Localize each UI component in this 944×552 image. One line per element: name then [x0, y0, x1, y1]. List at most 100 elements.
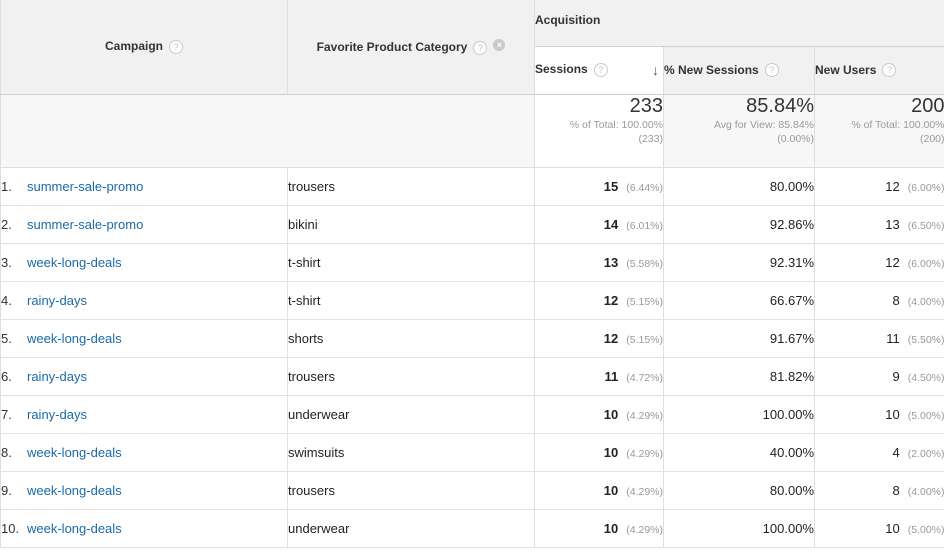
table-row: 4. rainy-days t-shirt 12 (5.15%) 66.67% 8 (4.00…	[0, 281, 944, 320]
table-row: 9. week-long-deals trousers 10 (4.29%) 80.00%…	[0, 471, 944, 510]
new-users-cell: 4 (2.00%)	[814, 433, 944, 472]
category-cell: underwear	[287, 509, 535, 548]
new-users-value: 10	[885, 406, 900, 422]
campaign-cell: 5. week-long-deals	[0, 319, 288, 358]
new-sessions-cell: 92.31%	[663, 243, 815, 282]
sessions-value: 12	[603, 330, 619, 346]
sessions-cell: 10 (4.29%)	[534, 433, 664, 472]
campaign-cell: 10. week-long-deals	[0, 509, 288, 548]
sessions-value: 10	[603, 406, 619, 422]
new-users-value: 13	[885, 216, 900, 232]
sessions-value: 11	[604, 368, 619, 384]
favorite-category-column-header[interactable]: Favorite Product Category? ×	[287, 0, 535, 95]
new-users-cell: 9 (4.50%)	[814, 357, 944, 396]
table-row: 6. rainy-days trousers 11 (4.72%) 81.82% 9 (4.5…	[0, 357, 944, 396]
campaign-link[interactable]: week-long-deals	[27, 330, 122, 346]
favorite-category-help-icon[interactable]: ?	[473, 40, 488, 55]
sessions-cell: 14 (6.01%)	[534, 205, 664, 244]
new-users-cell: 10 (5.00%)	[814, 509, 944, 548]
sessions-header-label: Sessions	[535, 62, 588, 76]
row-number: 8.	[1, 444, 12, 460]
campaign-link[interactable]: rainy-days	[27, 292, 87, 308]
sessions-help-icon[interactable]: ?	[593, 62, 608, 77]
campaign-cell: 3. week-long-deals	[0, 243, 288, 282]
category-cell: trousers	[287, 167, 535, 206]
campaign-column-header[interactable]: Campaign?	[0, 0, 288, 95]
row-number: 10.	[1, 520, 20, 536]
campaign-link[interactable]: summer-sale-promo	[27, 216, 144, 232]
table-row: 7. rainy-days underwear 10 (4.29%) 100.00% 10 (…	[0, 395, 944, 434]
totals-row: 233 % of Total: 100.00% (233) 85.84% Avg…	[0, 94, 944, 168]
sessions-percent: (4.29%)	[626, 447, 663, 460]
sessions-percent: (6.01%)	[626, 219, 663, 232]
campaign-link[interactable]: week-long-deals	[27, 444, 122, 460]
new-users-help-icon[interactable]: ?	[882, 63, 897, 78]
sessions-cell: 11 (4.72%)	[534, 357, 664, 396]
new-sessions-cell: 100.00%	[663, 395, 815, 434]
new-sessions-total-cell: 85.84% Avg for View: 85.84% (0.00%)	[663, 94, 815, 168]
table-row: 10. week-long-deals underwear 10 (4.29%) 100.…	[0, 509, 944, 548]
sessions-percent: (4.29%)	[626, 485, 663, 498]
new-users-cell: 8 (4.00%)	[814, 281, 944, 320]
new-sessions-help-icon[interactable]: ?	[764, 63, 779, 78]
new-users-percent: (4.00%)	[907, 295, 944, 308]
new-sessions-avg: Avg for View: 85.84%	[713, 118, 814, 131]
sessions-percent: (4.29%)	[626, 409, 663, 422]
campaign-link[interactable]: week-long-deals	[27, 254, 122, 270]
sessions-total-cell: 233 % of Total: 100.00% (233)	[534, 94, 664, 168]
new-users-percent: (5.50%)	[907, 333, 944, 346]
campaign-cell: 9. week-long-deals	[0, 471, 288, 510]
new-users-percent: (6.00%)	[907, 181, 944, 194]
new-users-cell: 8 (4.00%)	[814, 471, 944, 510]
new-users-percent: (6.00%)	[907, 257, 944, 270]
sessions-cell: 10 (4.29%)	[534, 395, 664, 434]
sessions-column-header[interactable]: Sessions? ↓	[534, 46, 664, 95]
sessions-percent: (4.72%)	[626, 371, 663, 384]
sessions-percent: (5.58%)	[626, 257, 663, 270]
new-sessions-cell: 81.82%	[663, 357, 815, 396]
sessions-value: 10	[603, 482, 619, 498]
sessions-total-value: 233	[629, 94, 663, 117]
new-users-total-cell: 200 % of Total: 100.00% (200)	[814, 94, 944, 168]
campaign-link[interactable]: week-long-deals	[27, 520, 122, 536]
category-cell: trousers	[287, 357, 535, 396]
campaign-link[interactable]: week-long-deals	[27, 482, 122, 498]
sessions-value: 12	[603, 292, 619, 308]
new-users-percent: (2.00%)	[907, 447, 944, 460]
sort-descending-icon[interactable]: ↓	[652, 62, 659, 78]
new-users-column-header[interactable]: New Users?	[814, 46, 944, 95]
campaign-cell: 8. week-long-deals	[0, 433, 288, 472]
new-users-value: 4	[892, 444, 900, 460]
campaign-link[interactable]: rainy-days	[27, 368, 87, 384]
sessions-value: 14	[603, 216, 619, 232]
new-sessions-cell: 92.86%	[663, 205, 815, 244]
acquisition-group-header: Acquisition	[534, 0, 944, 47]
campaign-link[interactable]: summer-sale-promo	[27, 178, 144, 194]
sessions-value: 10	[603, 444, 619, 460]
sessions-cell: 15 (6.44%)	[534, 167, 664, 206]
campaign-cell: 4. rainy-days	[0, 281, 288, 320]
table-row: 3. week-long-deals t-shirt 13 (5.58%) 92.31% 1…	[0, 243, 944, 282]
row-number: 2.	[1, 216, 12, 232]
row-number: 6.	[1, 368, 12, 384]
sessions-value: 13	[603, 254, 619, 270]
category-cell: underwear	[287, 395, 535, 434]
new-users-cell: 13 (6.50%)	[814, 205, 944, 244]
remove-dimension-icon[interactable]: ×	[493, 38, 506, 51]
new-users-cell: 11 (5.50%)	[814, 319, 944, 358]
new-users-total-pct: % of Total: 100.00%	[851, 118, 944, 131]
sessions-percent: (6.44%)	[626, 181, 663, 194]
new-sessions-column-header[interactable]: % New Sessions?	[663, 46, 815, 95]
campaign-help-icon[interactable]: ?	[169, 40, 183, 55]
category-cell: swimsuits	[287, 433, 535, 472]
new-users-cell: 12 (6.00%)	[814, 243, 944, 282]
campaign-link[interactable]: rainy-days	[27, 406, 87, 422]
new-users-percent: (5.00%)	[907, 409, 944, 422]
category-cell: shorts	[287, 319, 535, 358]
new-sessions-total-value: 85.84%	[746, 94, 814, 117]
new-sessions-cell: 40.00%	[663, 433, 815, 472]
row-number: 9.	[1, 482, 12, 498]
new-sessions-cell: 100.00%	[663, 509, 815, 548]
category-cell: t-shirt	[287, 281, 535, 320]
